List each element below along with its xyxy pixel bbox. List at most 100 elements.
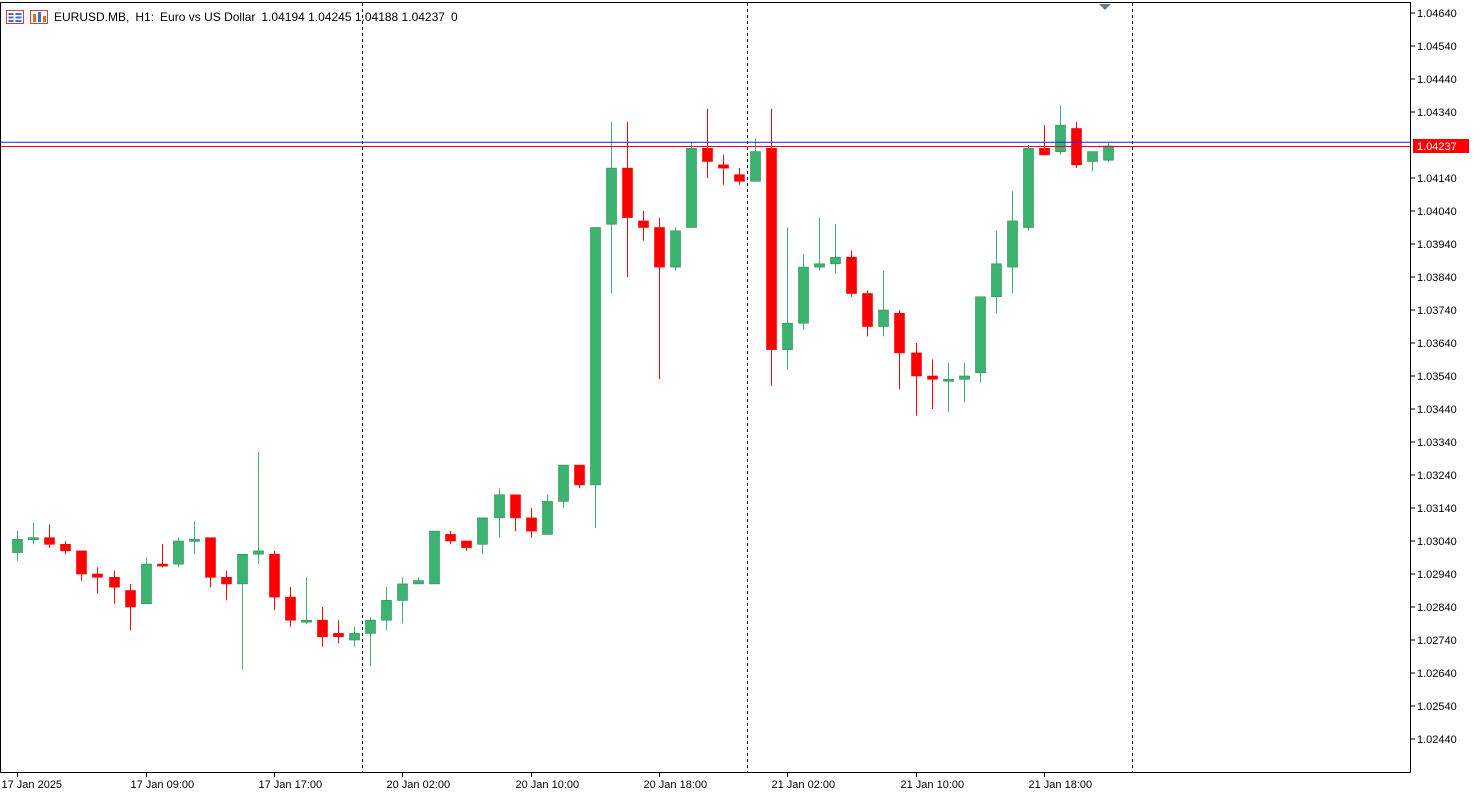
bear-candle[interactable] xyxy=(461,540,472,551)
bull-candle[interactable] xyxy=(975,296,986,383)
bear-candle[interactable] xyxy=(894,310,905,390)
candle-body xyxy=(461,540,472,548)
time-scale[interactable]: 17 Jan 2025 17 Jan 09:00 17 Jan 17:00 20 Ja… xyxy=(2,772,1093,791)
bear-candle[interactable] xyxy=(1071,121,1082,169)
bear-candle[interactable] xyxy=(60,541,71,555)
bull-candle[interactable] xyxy=(12,531,23,561)
price-tick-label: 1.04540 xyxy=(1417,41,1457,53)
bear-candle[interactable] xyxy=(622,121,633,277)
candle-body xyxy=(526,517,537,532)
bear-candle[interactable] xyxy=(44,524,55,548)
bull-candle[interactable] xyxy=(173,537,184,568)
bull-candle[interactable] xyxy=(959,362,970,403)
bull-candle[interactable] xyxy=(558,464,569,508)
bull-candle[interactable] xyxy=(606,121,617,294)
bear-candle[interactable] xyxy=(734,168,745,185)
chart-header: EURUSD.MB, H1: Euro vs US Dollar 1.04194… xyxy=(6,8,458,26)
price-scale[interactable]: 1.04640 1.04540 1.04440 1.04340 1.04140 1.040… xyxy=(1410,8,1457,746)
bull-candle[interactable] xyxy=(830,224,841,274)
bear-candle[interactable] xyxy=(285,587,296,627)
bull-candle[interactable] xyxy=(943,362,954,413)
bull-candle[interactable] xyxy=(349,626,360,647)
bear-candle[interactable] xyxy=(526,508,537,538)
candles[interactable] xyxy=(12,105,1114,670)
bull-candle[interactable] xyxy=(814,217,825,271)
bear-candle[interactable] xyxy=(766,108,777,386)
bear-candle[interactable] xyxy=(205,537,216,588)
bull-candle[interactable] xyxy=(429,530,440,585)
bull-candle[interactable] xyxy=(397,577,408,624)
bear-candle[interactable] xyxy=(92,567,103,594)
bull-candle[interactable] xyxy=(670,227,681,271)
bear-candle[interactable] xyxy=(445,531,456,545)
candle-body xyxy=(413,580,424,585)
bull-candle[interactable] xyxy=(750,138,761,182)
bear-candle[interactable] xyxy=(862,290,873,337)
chart-menu-icon[interactable] xyxy=(6,10,24,24)
bull-candle[interactable] xyxy=(1007,191,1018,294)
bull-candle[interactable] xyxy=(381,587,392,631)
candle-body xyxy=(830,256,841,265)
bear-candle[interactable] xyxy=(333,620,344,644)
bear-candle[interactable] xyxy=(1039,125,1050,156)
bear-candle[interactable] xyxy=(718,154,729,185)
bear-candle[interactable] xyxy=(574,464,585,489)
indicator-icon[interactable] xyxy=(30,10,48,24)
bull-candle[interactable] xyxy=(301,577,312,624)
candle-body xyxy=(766,148,777,350)
bull-candle[interactable] xyxy=(1023,145,1034,231)
price-tick-label: 1.03840 xyxy=(1417,272,1457,284)
time-tick-label: 20 Jan 10:00 xyxy=(516,779,580,791)
bear-candle[interactable] xyxy=(76,550,87,581)
bull-candle[interactable] xyxy=(590,227,601,528)
time-tick-label: 17 Jan 09:00 xyxy=(131,779,195,791)
bull-candle[interactable] xyxy=(28,522,39,545)
bear-candle[interactable] xyxy=(846,250,857,297)
bull-candle[interactable] xyxy=(237,553,248,670)
chart-shift-marker-icon[interactable] xyxy=(1099,4,1111,10)
bear-candle[interactable] xyxy=(911,343,922,416)
bull-candle[interactable] xyxy=(413,577,424,585)
bear-candle[interactable] xyxy=(109,570,120,604)
bear-candle[interactable] xyxy=(269,550,280,611)
bull-candle[interactable] xyxy=(189,521,200,555)
candle-body xyxy=(333,633,344,638)
bull-candle[interactable] xyxy=(365,616,376,667)
symbol-description: Euro vs US Dollar xyxy=(160,10,256,24)
bear-candle[interactable] xyxy=(157,544,168,568)
time-tick-label: 17 Jan 17:00 xyxy=(259,779,323,791)
bull-candle[interactable] xyxy=(686,141,697,228)
bear-candle[interactable] xyxy=(702,108,713,178)
bear-candle[interactable] xyxy=(125,583,136,631)
bear-candle[interactable] xyxy=(654,217,665,380)
candle-body xyxy=(558,464,569,502)
candle-body xyxy=(285,596,296,621)
bull-candle[interactable] xyxy=(542,494,553,535)
price-tick-label: 1.03040 xyxy=(1417,536,1457,548)
bull-candle[interactable] xyxy=(253,451,264,565)
bull-candle[interactable] xyxy=(782,227,793,370)
candle-body xyxy=(237,553,248,585)
bull-candle[interactable] xyxy=(494,488,505,538)
bear-candle[interactable] xyxy=(638,211,649,241)
bear-candle[interactable] xyxy=(221,570,232,601)
candle-body xyxy=(862,293,873,327)
bull-candle[interactable] xyxy=(1087,151,1098,172)
bull-candle[interactable] xyxy=(878,270,889,337)
bear-candle[interactable] xyxy=(317,607,328,647)
bull-candle[interactable] xyxy=(991,230,1002,314)
bull-candle[interactable] xyxy=(477,517,488,555)
bear-candle[interactable] xyxy=(510,494,521,532)
bull-candle[interactable] xyxy=(798,253,809,330)
bull-candle[interactable] xyxy=(1055,105,1066,155)
candle-body xyxy=(654,227,665,268)
current-price-label: 1.04237 xyxy=(1417,141,1457,153)
bear-candle[interactable] xyxy=(927,359,938,410)
time-tick-label: 21 Jan 10:00 xyxy=(901,779,965,791)
price-tick-label: 1.04340 xyxy=(1417,107,1457,119)
bull-candle[interactable] xyxy=(141,557,152,604)
candle-body xyxy=(317,619,328,638)
axes xyxy=(0,2,1411,773)
